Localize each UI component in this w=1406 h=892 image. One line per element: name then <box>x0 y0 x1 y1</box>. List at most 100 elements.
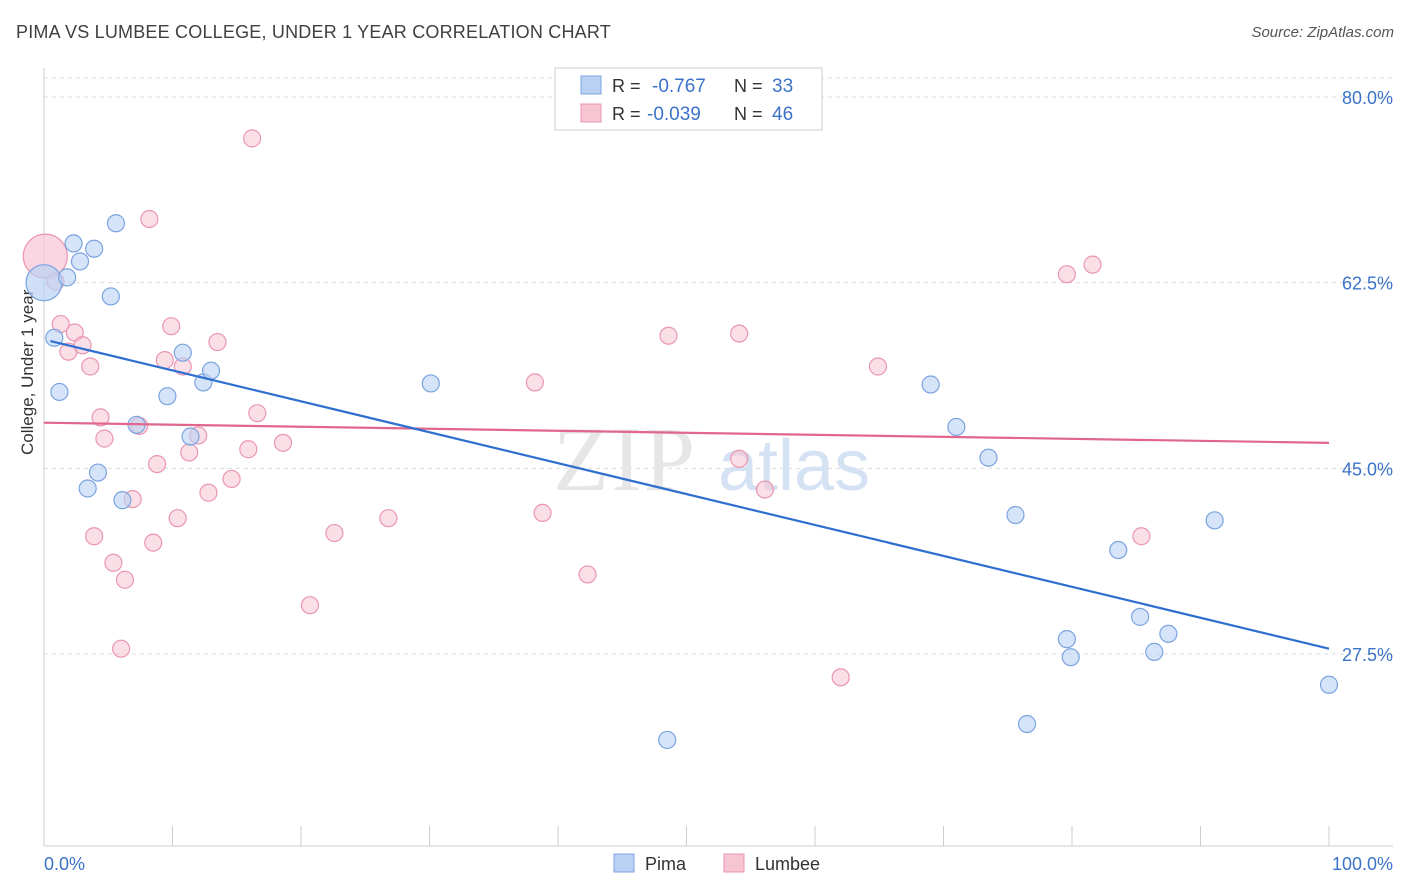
lumbee-point <box>147 454 167 474</box>
legend-swatch-lumbee <box>580 103 602 123</box>
pima-point <box>88 463 108 482</box>
lumbee-point <box>199 483 218 502</box>
watermark: ZIP atlas <box>553 408 870 510</box>
grid-lines <box>44 77 1393 655</box>
pima-point <box>25 264 63 302</box>
lumbee-point <box>300 596 320 615</box>
y-tick-label: 45.0% <box>1342 459 1393 479</box>
lumbee-point <box>222 469 241 489</box>
lumbee-point <box>243 129 262 148</box>
pima-point <box>1145 642 1164 661</box>
legend-box: R = -0.767 N = 33 R = -0.039 N = 46 <box>554 67 823 131</box>
chart-title: PIMA VS LUMBEE COLLEGE, UNDER 1 YEAR COR… <box>16 22 611 42</box>
pima-point <box>201 361 221 380</box>
pima-points <box>25 214 1339 750</box>
bottom-legend-swatch-lumbee <box>723 853 745 873</box>
pima-point <box>106 214 126 233</box>
pima-point <box>58 268 77 287</box>
pima-point <box>158 387 177 406</box>
legend-swatch-pima <box>580 75 602 95</box>
lumbee-point <box>104 553 123 572</box>
pima-point <box>421 374 440 393</box>
pima-point <box>50 382 69 402</box>
lumbee-point <box>730 324 749 343</box>
axes <box>43 68 1393 847</box>
lumbee-point <box>239 440 258 459</box>
pima-point <box>85 239 104 258</box>
lumbee-point <box>162 317 181 336</box>
pima-point <box>1319 675 1339 694</box>
pima-point <box>1017 714 1037 734</box>
legend-n-label-lumbee: N = <box>734 104 763 124</box>
lumbee-point <box>115 570 135 589</box>
lumbee-point <box>111 639 131 658</box>
x-tick-label-min: 0.0% <box>44 854 85 874</box>
pima-point <box>70 252 90 271</box>
pima-point <box>1006 505 1025 525</box>
lumbee-point <box>1132 527 1151 546</box>
lumbee-point <box>868 357 888 376</box>
pima-point <box>78 479 97 498</box>
lumbee-point <box>578 565 597 584</box>
bottom-legend: Pima Lumbee <box>613 853 820 874</box>
lumbee-point <box>85 527 104 546</box>
lumbee-point <box>525 373 544 392</box>
watermark-zip: ZIP <box>553 408 697 510</box>
lumbee-points <box>22 129 1151 687</box>
lumbee-point <box>325 523 344 543</box>
lumbee-point <box>1057 265 1076 284</box>
pima-point <box>181 427 200 446</box>
y-tick-label: 27.5% <box>1342 645 1393 665</box>
lumbee-point <box>168 509 187 528</box>
bottom-legend-swatch-pima <box>613 853 635 873</box>
lumbee-trend-line <box>43 421 1330 444</box>
x-ticks <box>43 826 1330 846</box>
lumbee-point <box>379 509 398 528</box>
lumbee-point <box>81 357 100 376</box>
trend-lines <box>43 339 1330 650</box>
pima-point <box>1061 648 1080 667</box>
lumbee-point <box>533 503 552 522</box>
pima-point <box>1159 624 1178 643</box>
y-tick-label: 80.0% <box>1342 88 1393 108</box>
lumbee-point <box>180 443 199 462</box>
pima-point <box>113 491 132 510</box>
lumbee-point <box>140 209 159 229</box>
bottom-legend-label-lumbee: Lumbee <box>755 854 820 874</box>
lumbee-point <box>730 449 749 468</box>
lumbee-point <box>831 668 850 687</box>
pima-point <box>1205 511 1224 530</box>
source-label: Source: ZipAtlas.com <box>1251 24 1394 41</box>
pima-point <box>1057 630 1076 649</box>
lumbee-point <box>144 533 163 552</box>
legend-n-value-lumbee: 46 <box>772 104 793 125</box>
legend-n-label-pima: N = <box>734 76 763 96</box>
legend-r-label-pima: R = <box>612 76 641 96</box>
pima-point <box>173 343 192 362</box>
x-tick-label-max: 100.0% <box>1332 854 1393 874</box>
y-tick-labels: 27.5% 45.0% 62.5% 80.0% <box>1342 88 1393 665</box>
lumbee-point <box>91 408 110 427</box>
pima-point <box>921 375 940 394</box>
pima-point <box>947 417 966 437</box>
lumbee-point <box>248 404 267 423</box>
legend-n-value-pima: 33 <box>772 76 793 97</box>
lumbee-point <box>208 332 227 352</box>
pima-trend-line <box>50 339 1330 650</box>
lumbee-point <box>95 429 114 448</box>
pima-point <box>658 730 677 750</box>
pima-point <box>101 287 120 306</box>
y-tick-label: 62.5% <box>1342 274 1393 294</box>
pima-point <box>979 448 998 467</box>
lumbee-point <box>659 326 678 345</box>
pima-point <box>1131 607 1150 626</box>
x-tick-labels: 0.0% 100.0% <box>44 854 1393 874</box>
pima-point <box>64 234 83 253</box>
legend-r-value-lumbee: -0.039 <box>647 104 701 125</box>
bottom-legend-label-pima: Pima <box>645 854 687 874</box>
lumbee-point <box>273 433 293 452</box>
legend-r-label-lumbee: R = <box>612 104 641 124</box>
lumbee-point <box>1083 255 1102 274</box>
legend-r-value-pima: -0.767 <box>652 76 706 97</box>
